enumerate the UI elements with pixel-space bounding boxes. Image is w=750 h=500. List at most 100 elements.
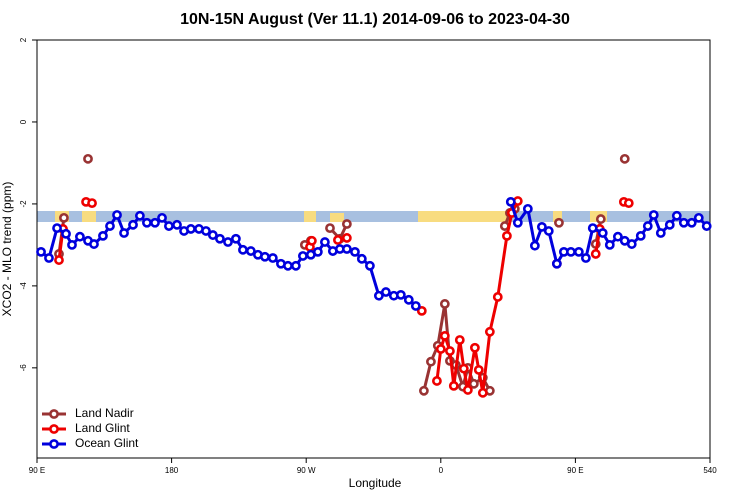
- series-point: [61, 228, 71, 239]
- series-point: [283, 260, 293, 271]
- series-point: [356, 253, 367, 264]
- x-axis-label: Longitude: [349, 476, 402, 490]
- series-point: [231, 233, 241, 244]
- series-point: [595, 214, 606, 224]
- series-point: [462, 385, 473, 395]
- series-point: [693, 212, 704, 223]
- series-point: [484, 326, 495, 337]
- series-point: [157, 212, 167, 223]
- series-point: [619, 153, 630, 164]
- series-point: [469, 342, 480, 353]
- legend-swatch-marker: [49, 439, 59, 449]
- x-tick-label: 180: [165, 466, 179, 475]
- x-tick-label: 540: [703, 466, 717, 475]
- series-point: [87, 198, 97, 209]
- series-point: [207, 230, 218, 240]
- series-point: [98, 230, 108, 241]
- series-point: [612, 231, 623, 242]
- series-point: [671, 210, 682, 221]
- series-point: [223, 237, 233, 247]
- series-point: [536, 221, 547, 232]
- series-point: [597, 228, 608, 238]
- series-point: [626, 239, 637, 249]
- series-point: [75, 231, 85, 242]
- series-point: [648, 210, 659, 220]
- series-point: [112, 210, 122, 220]
- series-point: [54, 255, 64, 265]
- series-point: [89, 239, 99, 249]
- series-point: [551, 258, 562, 269]
- series-point: [554, 217, 564, 228]
- legend-label: Land Nadir: [75, 406, 134, 420]
- series-point: [341, 219, 352, 229]
- series-point: [686, 217, 697, 228]
- series-point: [448, 380, 459, 391]
- series-point: [432, 376, 442, 386]
- series-point: [215, 233, 225, 244]
- series-point: [260, 251, 270, 262]
- series-point: [341, 244, 352, 254]
- series-point: [312, 246, 323, 257]
- series-point: [664, 219, 675, 230]
- series-point: [365, 260, 375, 271]
- legend-swatch-marker: [49, 409, 59, 419]
- legend-label: Land Glint: [75, 421, 130, 435]
- series-point: [468, 378, 479, 389]
- series-point: [325, 223, 335, 233]
- series-point: [373, 290, 384, 301]
- x-tick-label: 90 E: [567, 466, 583, 475]
- series-point: [410, 301, 421, 311]
- y-tick-label: -6: [19, 364, 28, 372]
- series-point: [642, 221, 653, 231]
- series-point: [655, 228, 666, 238]
- series-point: [623, 198, 634, 209]
- series-point: [185, 224, 196, 234]
- series-point: [590, 249, 601, 259]
- series-point: [580, 253, 591, 263]
- series-point: [201, 226, 211, 236]
- series-point: [267, 253, 278, 263]
- series-point: [172, 219, 182, 230]
- series-point: [458, 363, 469, 374]
- series-point: [473, 364, 484, 375]
- series-point: [678, 217, 689, 228]
- land-band: [553, 211, 562, 222]
- series-point: [44, 253, 54, 263]
- land-band: [330, 213, 344, 222]
- series-point: [416, 305, 427, 316]
- land-band: [82, 211, 96, 222]
- plot-frame: [36, 39, 711, 459]
- series-point: [426, 356, 436, 367]
- y-tick-label: -4: [19, 282, 28, 290]
- series-point: [341, 233, 352, 243]
- legend-label: Ocean Glint: [75, 436, 139, 450]
- series-point: [439, 299, 450, 309]
- series-line: [59, 159, 625, 391]
- series-point: [290, 260, 301, 271]
- series-point: [566, 246, 576, 257]
- series-point: [350, 246, 360, 257]
- series-point: [67, 240, 77, 250]
- series-point: [142, 217, 152, 228]
- series-point: [238, 244, 248, 255]
- series-point: [36, 246, 46, 257]
- series-point: [573, 246, 584, 257]
- series-point: [543, 226, 554, 236]
- series-point: [439, 330, 450, 341]
- series-point: [134, 210, 145, 221]
- series-point: [333, 235, 343, 245]
- series-point: [245, 246, 256, 256]
- x-tick-label: 0: [439, 466, 444, 475]
- series-point: [505, 196, 516, 207]
- series-point: [319, 237, 330, 247]
- series-point: [635, 230, 646, 241]
- series-point: [604, 240, 615, 250]
- y-axis-label: XCO2 - MLO trend (ppm): [0, 182, 14, 317]
- x-tick-label: 90 E: [29, 466, 45, 475]
- chart-title: 10N-15N August (Ver 11.1) 2014-09-06 to …: [180, 11, 570, 28]
- series-point: [119, 228, 129, 238]
- y-tick-label: 2: [19, 37, 28, 42]
- legend-swatch-marker: [49, 424, 59, 434]
